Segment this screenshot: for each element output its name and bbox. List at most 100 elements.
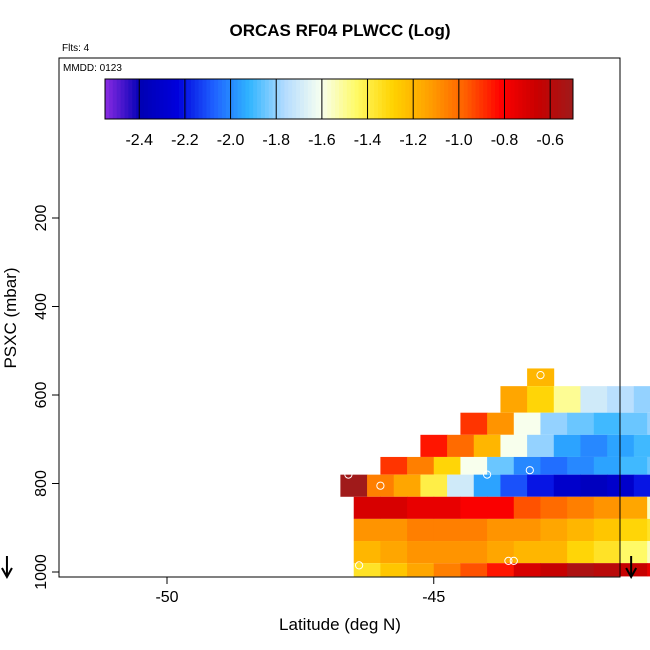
colorbar: -2.4 -2.2 -2.0 -1.8 -1.6 -1.4 -1.2 -1.0 -0.8 -0.6: [104, 78, 574, 149]
data-point: [344, 470, 353, 479]
heatmap-cell: [500, 474, 528, 497]
heatmap-cell: [540, 496, 568, 519]
heatmap-cell: [620, 456, 648, 475]
heatmap-cell: [420, 474, 448, 497]
y-tick-label: 1000: [33, 554, 50, 590]
heatmap-cell: [420, 434, 448, 457]
colorbar-swatch: [284, 79, 289, 119]
colorbar-swatch: [222, 79, 227, 119]
colorbar-swatch: [272, 79, 278, 119]
data-points: [344, 371, 545, 570]
colorbar-swatch: [124, 79, 129, 119]
heatmap-cell: [607, 434, 635, 457]
heatmap-cell: [593, 412, 621, 435]
heatmap-cell: [407, 456, 435, 475]
heatmap-cell: [607, 386, 635, 413]
y-tick-label: 800: [33, 470, 50, 497]
colorbar-swatch: [300, 79, 305, 119]
colorbar-swatch: [381, 79, 387, 119]
colorbar-swatch: [514, 79, 519, 119]
colorbar-swatch: [194, 79, 200, 119]
heatmap-cell: [593, 496, 621, 519]
colorbar-tick-label: -1.6: [308, 132, 336, 149]
colorbar-swatch: [303, 79, 309, 119]
colorbar-swatch: [366, 79, 371, 119]
heatmap-cell: [473, 434, 501, 457]
colorbar-swatch: [456, 79, 461, 119]
colorbar-swatch: [120, 79, 125, 119]
heatmap-cell: [540, 518, 568, 542]
heatmap-cell: [513, 456, 541, 475]
colorbar-swatch: [518, 79, 523, 119]
heatmap-cell: [527, 434, 555, 457]
colorbar-swatch: [288, 79, 293, 119]
colorbar-swatch: [249, 79, 254, 119]
colorbar-swatch: [413, 79, 418, 119]
heatmap-cell: [513, 496, 541, 519]
heatmap-cell: [647, 541, 650, 564]
heatmap-cell: [633, 434, 650, 457]
heatmap-cell: [553, 434, 581, 457]
heatmap-cell: [647, 563, 650, 577]
colorbar-swatch: [498, 79, 504, 119]
colorbar-swatch: [206, 79, 211, 119]
data-point: [509, 556, 518, 566]
heatmap-cell: [487, 518, 515, 542]
heatmap-cell: [407, 496, 435, 519]
colorbar-swatch: [526, 79, 531, 119]
colorbar-swatch: [557, 79, 562, 119]
heatmap-cell: [620, 496, 648, 519]
heatmap-cell: [647, 518, 650, 542]
colorbar-swatch: [471, 79, 476, 119]
colorbar-swatch: [420, 79, 426, 119]
heatmap-cell: [447, 474, 475, 497]
colorbar-swatch: [397, 79, 402, 119]
colorbar-swatch: [362, 79, 367, 119]
heatmap-cell: [593, 518, 621, 542]
data-point: [504, 556, 513, 566]
heatmap-cell: [513, 563, 541, 577]
x-axis: -50-45-40-35: [155, 577, 445, 606]
colorbar-swatch: [132, 79, 137, 119]
heatmap-cell: [593, 563, 621, 577]
colorbar-swatch: [155, 79, 161, 119]
colorbar-swatch: [374, 79, 379, 119]
colorbar-swatch: [553, 79, 558, 119]
data-point: [483, 470, 492, 479]
heatmap-cell: [553, 386, 581, 413]
colorbar-swatch: [105, 79, 110, 119]
heatmap-cell: [593, 456, 621, 475]
colorbar-swatch: [214, 79, 219, 119]
colorbar-swatch: [323, 79, 328, 119]
colorbar-swatch: [276, 79, 281, 119]
heatmap-cell: [380, 496, 408, 519]
heatmap-cell: [380, 541, 408, 564]
colorbar-swatch: [315, 79, 320, 119]
heatmap-cell: [553, 474, 581, 497]
colorbar-tick-label: -2.4: [125, 132, 153, 149]
heatmap-cell: [513, 541, 541, 564]
y-axis-label: PSXC (mbar): [1, 267, 20, 368]
colorbar-swatch: [261, 79, 266, 119]
colorbar-swatch: [144, 79, 149, 119]
heatmap-cell: [407, 518, 435, 542]
heatmap-cell: [487, 496, 515, 519]
data-point: [376, 481, 385, 490]
heatmap-cell: [460, 541, 488, 564]
colorbar-frame: [104, 78, 574, 120]
heatmap-cell: [500, 434, 528, 457]
heatmap-cell: [567, 496, 595, 519]
colorbar-tick-label: -1.8: [262, 132, 290, 149]
heatmap-cell: [580, 474, 608, 497]
colorbar-swatch: [444, 79, 449, 119]
colorbar-swatch: [167, 79, 172, 119]
colorbar-swatch: [405, 79, 410, 119]
colorbar-swatch: [537, 79, 543, 119]
heatmap-cell: [540, 541, 568, 564]
colorbar-swatch: [483, 79, 488, 119]
down-arrow-icon: [625, 556, 638, 580]
colorbar-swatch: [491, 79, 496, 119]
colorbar-swatch: [440, 79, 445, 119]
colorbar-swatch: [151, 79, 157, 119]
heatmap-cell: [353, 518, 381, 542]
